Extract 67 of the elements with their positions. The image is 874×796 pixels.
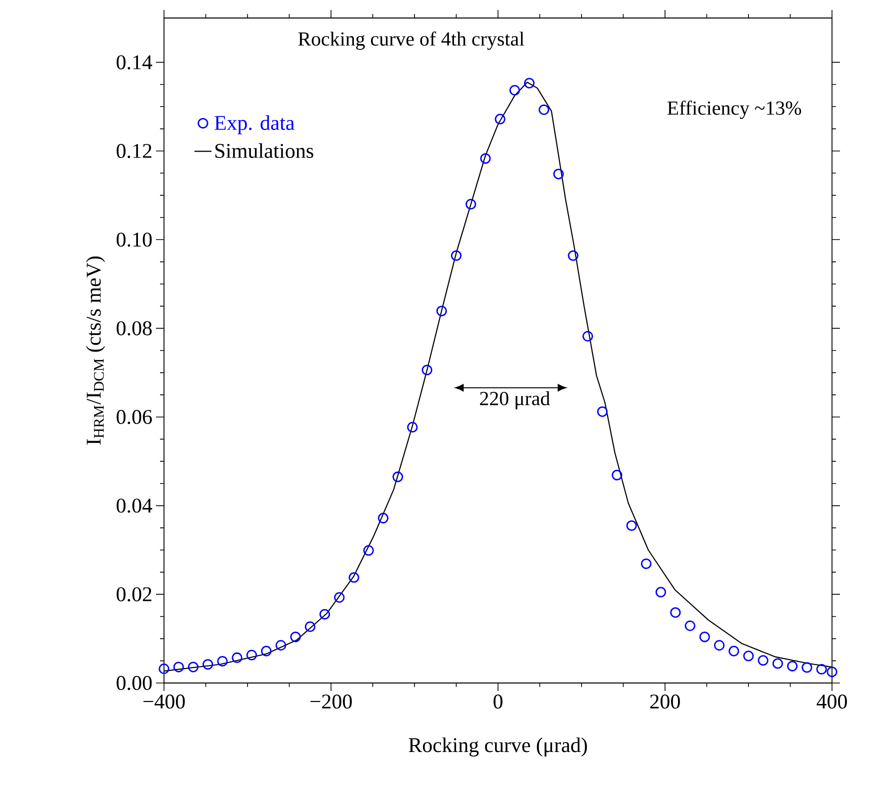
point xyxy=(743,650,754,662)
point xyxy=(553,168,564,180)
x-axis-title: Rocking curve (μrad) xyxy=(408,737,587,757)
point xyxy=(246,650,257,660)
point xyxy=(173,662,184,672)
point xyxy=(640,558,652,570)
point xyxy=(334,592,345,603)
point xyxy=(626,520,637,531)
point xyxy=(319,608,330,620)
legend-label: Simulations xyxy=(215,143,314,158)
point xyxy=(670,607,681,618)
point xyxy=(714,640,725,651)
point xyxy=(684,620,696,632)
point xyxy=(378,512,388,524)
point xyxy=(612,470,622,480)
point xyxy=(787,660,798,672)
point xyxy=(509,84,520,96)
point xyxy=(407,422,418,432)
point xyxy=(772,658,784,669)
point xyxy=(758,655,768,666)
x-tick-label: 400 xyxy=(816,694,847,709)
annotation: 220 μrad xyxy=(480,391,550,410)
y-tick-label: 0.12 xyxy=(116,144,152,158)
point xyxy=(290,632,301,642)
x-tick-label: −200 xyxy=(310,694,352,709)
point xyxy=(802,662,812,673)
point xyxy=(188,662,199,672)
point xyxy=(494,114,506,124)
point xyxy=(699,632,710,642)
point xyxy=(597,406,608,417)
point xyxy=(202,659,214,670)
x-tick-label: 0 xyxy=(494,694,502,709)
point xyxy=(524,78,535,88)
point xyxy=(363,545,374,556)
point xyxy=(158,664,170,674)
x-tick-label: −400 xyxy=(143,694,185,709)
point xyxy=(582,331,594,342)
point xyxy=(260,646,272,656)
point xyxy=(304,621,316,632)
point xyxy=(348,572,360,583)
y-tick-label: 0.06 xyxy=(116,410,152,424)
point xyxy=(392,472,404,482)
y-tick-label: 0.08 xyxy=(116,321,152,336)
y-tick-label: 0.04 xyxy=(116,498,152,513)
point xyxy=(466,198,476,210)
point xyxy=(826,666,838,678)
point xyxy=(450,250,462,261)
point xyxy=(816,664,827,675)
y-tick-label: 0.00 xyxy=(116,676,152,690)
y-tick-label: 0.10 xyxy=(116,232,152,247)
point xyxy=(568,250,578,261)
x-tick-label: 200 xyxy=(650,694,680,709)
point xyxy=(436,306,447,316)
y-tick-label: 0.02 xyxy=(116,587,152,602)
legend-label: Exp. data xyxy=(214,115,294,134)
point xyxy=(276,640,286,651)
y-tick-label: 0.14 xyxy=(116,55,152,70)
point xyxy=(217,656,228,667)
point xyxy=(422,364,432,376)
text: Rocking curve of 4th crystal xyxy=(298,31,524,50)
y-axis-title: I$_{HRM}$/I$_{DCM}$ (cts/s meV) xyxy=(86,256,106,445)
point xyxy=(728,646,740,656)
point xyxy=(538,104,550,116)
annotation: Efficiency ~13% xyxy=(667,100,802,119)
point xyxy=(656,586,666,598)
point xyxy=(480,153,491,164)
point xyxy=(232,652,242,664)
